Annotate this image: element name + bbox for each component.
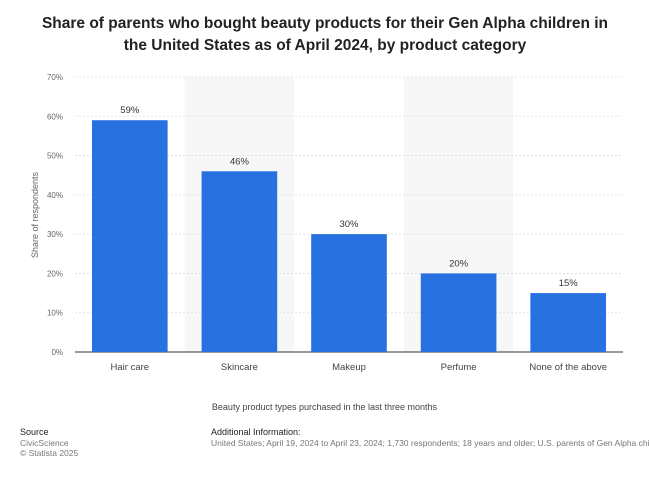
copyright-line: © Statista 2025 bbox=[20, 448, 79, 458]
bar[interactable] bbox=[91, 120, 168, 352]
bar-chart: 0%10%20%30%40%50%60%70% 59%46%30%20%15% … bbox=[47, 73, 623, 373]
y-tick-label: 10% bbox=[47, 309, 63, 318]
source-block: Source CivicScience © Statista 2025 bbox=[20, 427, 78, 459]
x-tick-label: Perfume bbox=[441, 362, 477, 373]
x-tick-label: Skincare bbox=[221, 362, 258, 373]
bar[interactable] bbox=[420, 273, 497, 352]
additional-info-block: Additional Information: United States; A… bbox=[211, 427, 649, 448]
additional-info-text: United States; April 19, 2024 to April 2… bbox=[211, 437, 649, 448]
y-tick-label: 40% bbox=[47, 191, 63, 200]
y-tick-label: 30% bbox=[47, 230, 63, 239]
bar[interactable] bbox=[530, 293, 607, 352]
bar-value-label: 30% bbox=[339, 219, 359, 230]
y-tick-label: 60% bbox=[47, 112, 63, 121]
y-tick-label: 50% bbox=[47, 152, 63, 161]
source-line: CivicScience bbox=[20, 437, 69, 448]
x-tick-label: Makeup bbox=[332, 362, 366, 373]
bar[interactable] bbox=[201, 171, 278, 352]
bar-value-label: 15% bbox=[559, 278, 579, 289]
y-tick-label: 70% bbox=[47, 73, 63, 82]
bar[interactable] bbox=[311, 234, 387, 352]
bar-value-label: 46% bbox=[230, 156, 250, 167]
bar-value-label: 20% bbox=[449, 258, 469, 269]
chart-title: Share of parents who bought beauty produ… bbox=[41, 15, 609, 54]
x-axis-label: Beauty product types purchased in the la… bbox=[211, 402, 438, 412]
x-tick-label: Hair care bbox=[111, 362, 150, 373]
y-tick-label: 20% bbox=[47, 269, 63, 278]
y-axis-label: Share of respondents bbox=[30, 171, 40, 259]
additional-info-heading: Additional Information: bbox=[211, 427, 301, 437]
source-heading: Source bbox=[20, 427, 49, 437]
y-tick-label: 0% bbox=[51, 348, 63, 357]
x-tick-label: None of the above bbox=[529, 362, 607, 373]
bar-value-label: 59% bbox=[120, 105, 140, 116]
